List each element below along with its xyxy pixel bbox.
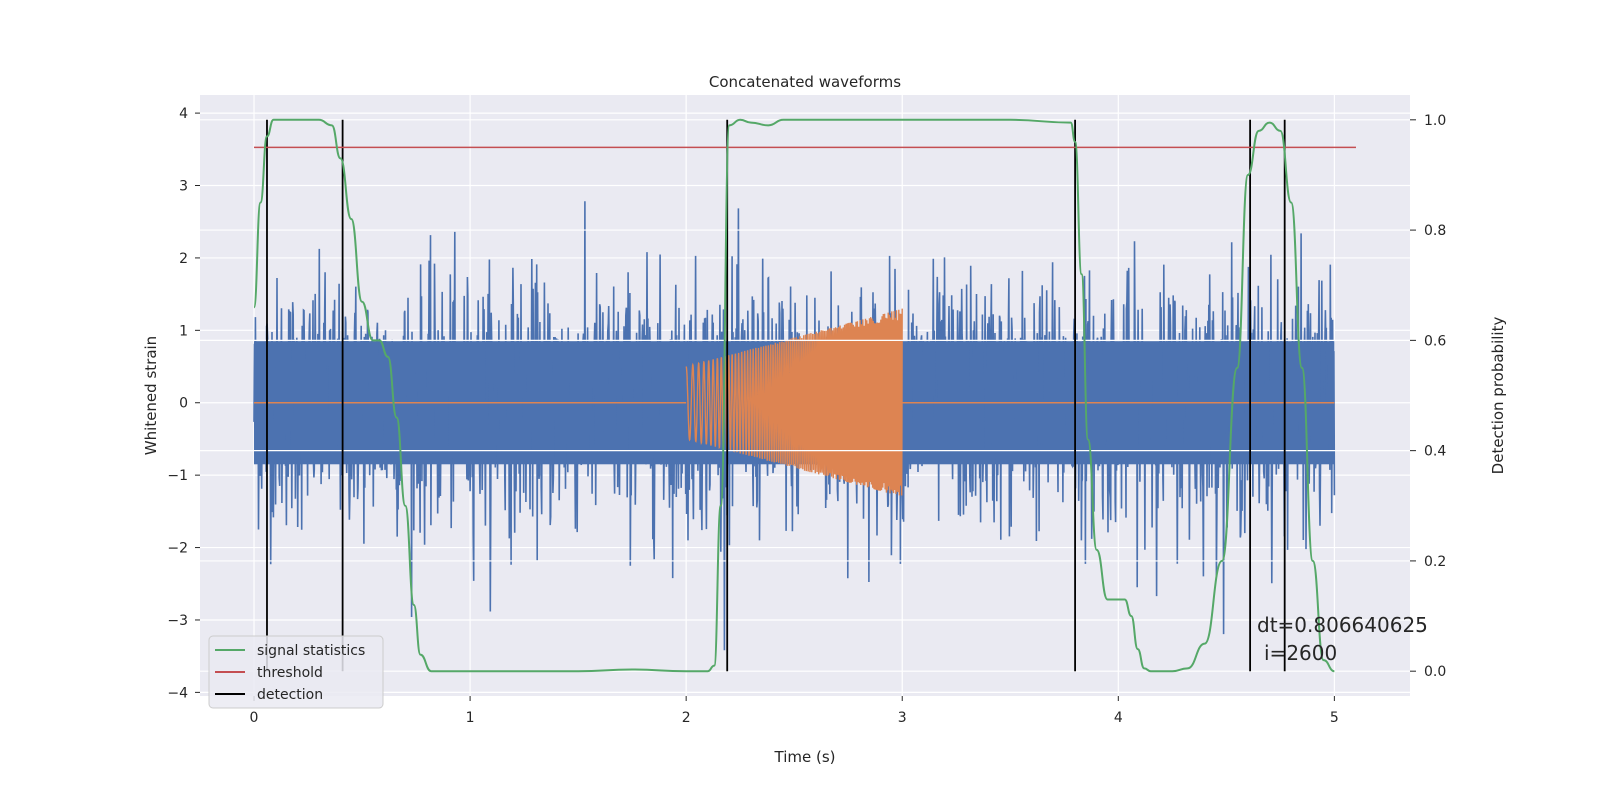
x-tick-label: 2: [682, 710, 691, 726]
y-tick-label: 3: [179, 179, 188, 195]
y-tick-label: 2: [179, 251, 188, 267]
x-tick-label: 4: [1114, 710, 1123, 726]
chart-title: Concatenated waveforms: [709, 73, 901, 91]
legend-label-detection: detection: [257, 687, 323, 703]
legend-box: [208, 635, 384, 709]
y-tick-label: −4: [167, 685, 188, 701]
x-axis-label: Time (s): [774, 748, 836, 766]
y-right-tick-label: 0.4: [1424, 444, 1446, 460]
y-tick-label: 0: [179, 396, 188, 412]
y-right-tick-label: 0.6: [1424, 333, 1446, 349]
y-right-tick-label: 0.2: [1424, 554, 1446, 570]
y-tick-label: 4: [179, 106, 188, 122]
y-right-tick-label: 0.8: [1424, 223, 1446, 239]
chirp-series: [254, 308, 1335, 496]
x-tick-label: 3: [898, 710, 907, 726]
annotation-dt: dt=0.806640625: [1257, 613, 1428, 637]
y-right-tick-label: 1.0: [1424, 113, 1446, 129]
chirp-wave: [685, 308, 903, 496]
y-tick-label: 1: [179, 323, 188, 339]
signal-statistics-series: [253, 118, 1335, 673]
x-tick-label: 1: [466, 710, 475, 726]
axis-ticks: 0 1 2 3 4 5 −4 −3 −2 −1 0 1 2 3 4 0.0 0.2 0.4 0.6 0.8 1.0: [167, 106, 1446, 726]
y-axis-right-label: Detection probability: [1489, 317, 1507, 475]
legend-label-signal-statistics: signal statistics: [257, 643, 365, 659]
y-axis-label: Whitened strain: [142, 336, 160, 455]
y-right-tick-label: 0.0: [1424, 664, 1446, 680]
y-tick-label: −3: [167, 613, 188, 629]
x-tick-label: 5: [1330, 710, 1339, 726]
y-tick-label: −1: [167, 468, 188, 484]
legend-label-threshold: threshold: [257, 665, 323, 681]
annotation-i: i=2600: [1264, 641, 1337, 665]
legend: signal statistics threshold detection: [208, 635, 384, 709]
y-tick-label: −2: [167, 541, 188, 557]
detection-lines: [266, 119, 1286, 672]
x-tick-label: 0: [250, 710, 259, 726]
signal-statistics-line: [253, 118, 1335, 673]
